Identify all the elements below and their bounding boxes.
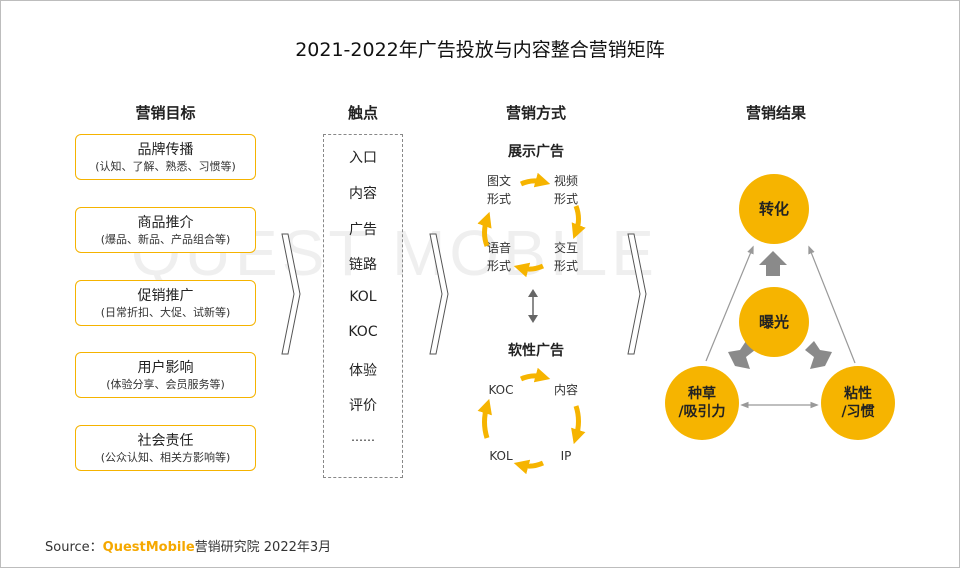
touchpoint-item: 广告 [349, 222, 377, 238]
column-header-methods: 营销方式 [505, 104, 566, 122]
label-line: 形式 [553, 192, 578, 206]
goal-box: 促销推广 (日常折扣、大促、试新等) [75, 280, 256, 326]
column-header-results: 营销结果 [745, 104, 806, 122]
native-item-koc: KOC [488, 383, 514, 397]
result-label: 转化 [758, 200, 789, 218]
result-label: 曝光 [758, 313, 789, 331]
label-line: 图文 [486, 174, 511, 188]
goal-detail: (认知、了解、熟悉、习惯等) [95, 160, 236, 173]
result-label: 粘性 [844, 386, 872, 402]
display-cycle-arrows [477, 172, 586, 278]
goal-detail: (日常折扣、大促、试新等) [100, 306, 231, 319]
source-suffix: 营销研究院 2022年3月 [194, 540, 332, 555]
result-conversion-circle: 转化 [739, 174, 809, 244]
goal-name: 社会责任 [137, 433, 194, 449]
label-line: 视频 [553, 174, 578, 188]
touchpoint-list: 入口 内容 广告 链路 KOL KOC 体验 评价 …… [323, 134, 403, 478]
goal-box: 品牌传播 (认知、了解、熟悉、习惯等) [75, 134, 256, 180]
chevron-separator-3 [627, 233, 647, 355]
goal-name: 用户影响 [137, 360, 194, 376]
chevron-separator-1 [281, 233, 301, 355]
display-ads-title: 展示广告 [508, 144, 564, 160]
touchpoint-item: 入口 [349, 150, 377, 166]
results-block-arrows [728, 251, 832, 369]
ad-type-link-arrow [528, 289, 538, 323]
result-stickiness-circle: 粘性 /习惯 [821, 366, 895, 440]
goal-name: 促销推广 [137, 288, 194, 304]
touchpoint-ellipsis: …… [351, 430, 375, 444]
goal-box: 商品推介 (爆品、新品、产品组合等) [75, 207, 256, 253]
touchpoint-item: 评价 [349, 398, 377, 414]
label-line: 交互 [553, 241, 578, 255]
result-exposure-circle: 曝光 [739, 287, 809, 357]
source-note: Source：QuestMobile营销研究院 2022年3月 [45, 536, 331, 555]
result-label: /吸引力 [678, 404, 726, 420]
goal-name: 商品推介 [137, 215, 194, 231]
display-item-interactive: 交互 形式 [546, 239, 586, 275]
result-label: 种草 [688, 386, 716, 402]
label-line: 形式 [486, 192, 511, 206]
display-item-video: 视频 形式 [546, 172, 586, 208]
source-brand: QuestMobile [102, 540, 195, 555]
label-line: 形式 [553, 259, 578, 273]
results-thin-arrows [705, 245, 856, 409]
goal-detail: (公众认知、相关方影响等) [100, 451, 231, 464]
result-seeding-circle: 种草 /吸引力 [665, 366, 739, 440]
native-item-ip: IP [560, 449, 572, 463]
goal-box: 社会责任 (公众认知、相关方影响等) [75, 425, 256, 471]
result-label: /习惯 [841, 404, 875, 420]
goal-detail: (体验分享、会员服务等) [106, 378, 225, 391]
goal-detail: (爆品、新品、产品组合等) [100, 233, 231, 246]
source-prefix: Source： [45, 540, 103, 555]
goal-box: 用户影响 (体验分享、会员服务等) [75, 352, 256, 398]
native-item-kol: KOL [489, 449, 513, 463]
touchpoint-item: 体验 [349, 363, 377, 379]
native-cycle-arrows [477, 367, 586, 475]
native-item-content: 内容 [553, 383, 578, 397]
column-header-touchpoints: 触点 [347, 104, 378, 122]
touchpoint-item: 内容 [349, 186, 377, 202]
display-item-voice: 语音 形式 [479, 239, 519, 275]
touchpoint-item: 链路 [349, 257, 377, 273]
goal-name: 品牌传播 [137, 142, 194, 158]
label-line: 语音 [486, 241, 511, 255]
chevron-separator-2 [429, 233, 449, 355]
touchpoint-item: KOC [348, 324, 378, 340]
label-line: 形式 [486, 259, 511, 273]
column-header-goals: 营销目标 [135, 104, 196, 122]
touchpoint-item: KOL [349, 289, 377, 305]
page-title: 2021-2022年广告投放与内容整合营销矩阵 [295, 39, 665, 61]
display-item-text-graphic: 图文 形式 [479, 172, 519, 208]
native-ads-title: 软性广告 [508, 343, 564, 359]
